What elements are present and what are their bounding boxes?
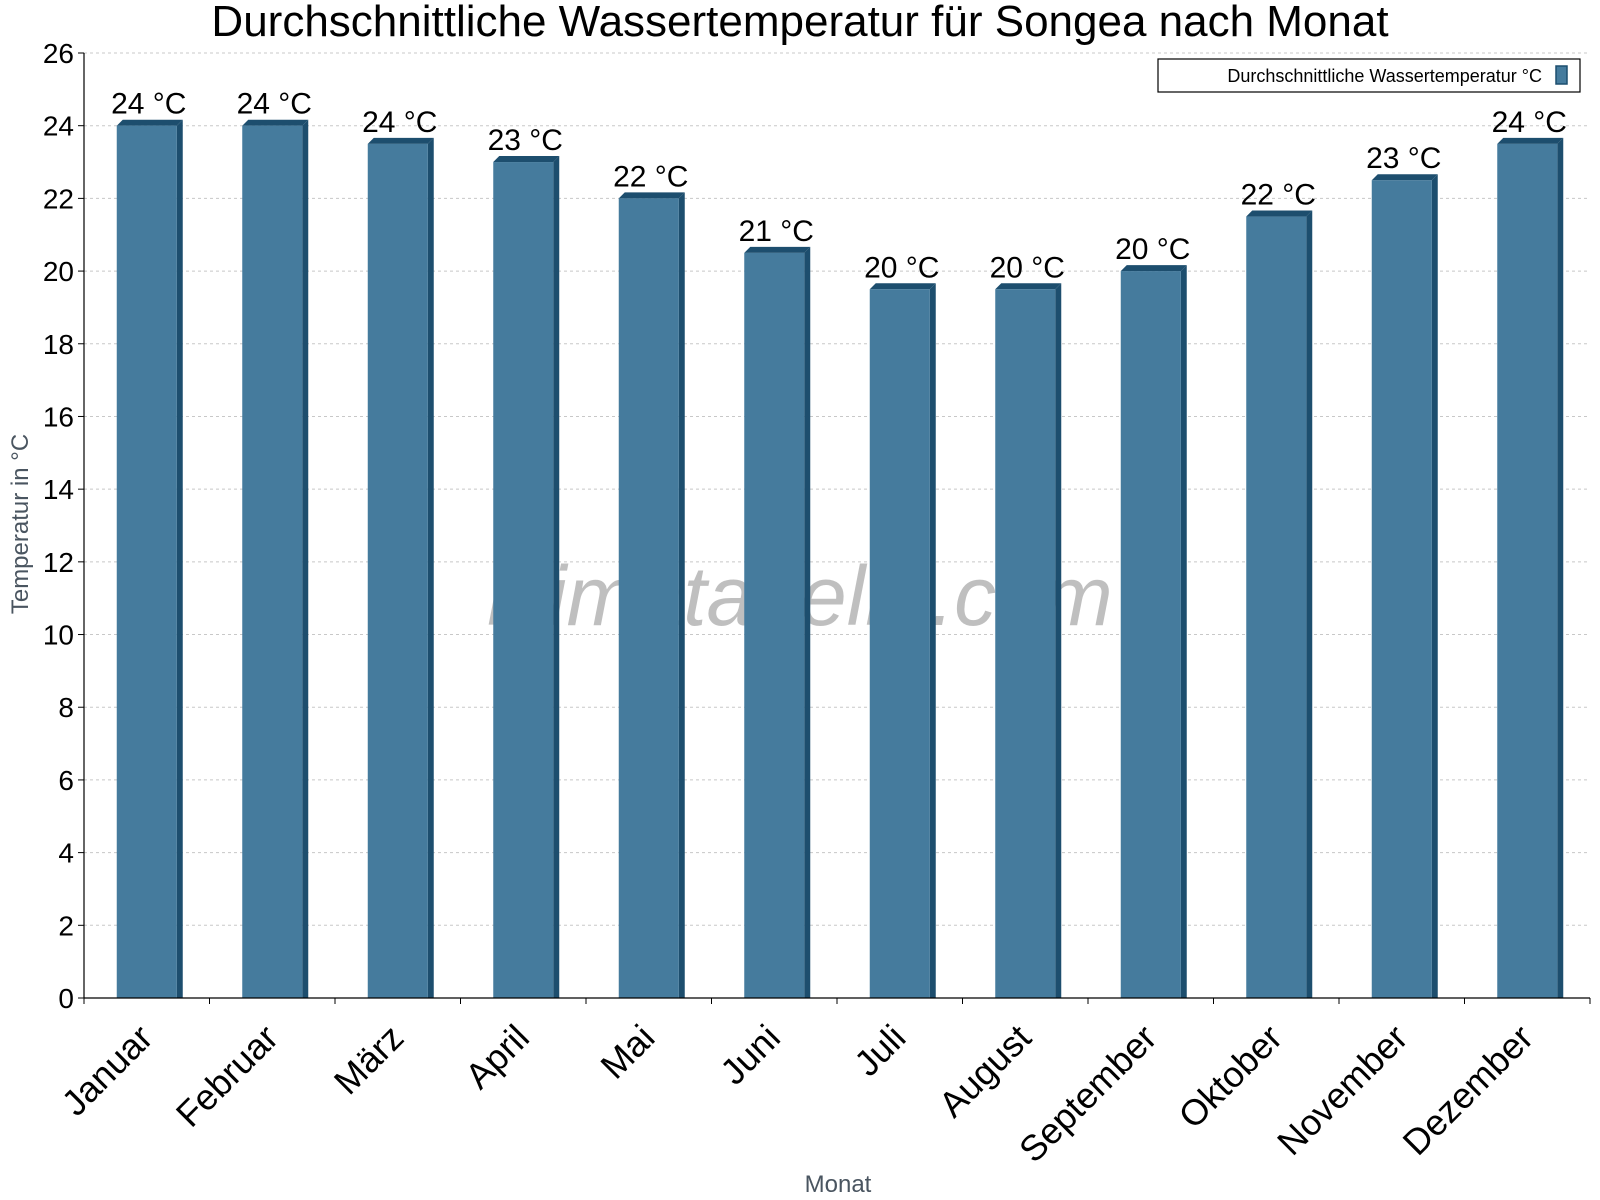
bar-front bbox=[995, 289, 1056, 998]
x-tick-label: Januar bbox=[54, 1017, 161, 1124]
y-tick-label: 16 bbox=[43, 401, 74, 432]
data-label: 23 °C bbox=[1366, 142, 1441, 175]
bar-top bbox=[242, 119, 309, 126]
bar-side bbox=[1306, 210, 1313, 999]
data-labels: 24 °C 24 °C 24 °C 23 °C 22 °C 21 °C 20 °C 20 °C… bbox=[111, 88, 1567, 285]
y-tick-label: 12 bbox=[43, 547, 74, 578]
bar-top bbox=[116, 119, 183, 126]
bar-november bbox=[1371, 174, 1438, 998]
bar-side bbox=[302, 119, 309, 998]
legend-label: Durchschnittliche Wassertemperatur °C bbox=[1227, 66, 1542, 86]
bar-top bbox=[1371, 174, 1438, 181]
bars bbox=[116, 119, 1564, 999]
x-tick-label: Juni bbox=[712, 1017, 788, 1093]
bar-top bbox=[869, 283, 936, 290]
bar-top bbox=[995, 283, 1062, 290]
bar-august bbox=[995, 283, 1062, 998]
y-tick-label: 26 bbox=[43, 38, 74, 69]
bar-side bbox=[176, 119, 183, 998]
data-label: 24 °C bbox=[362, 106, 437, 139]
legend-box bbox=[1157, 58, 1581, 93]
bar-april bbox=[493, 156, 560, 999]
bar-front bbox=[116, 125, 177, 998]
bar-top bbox=[1120, 265, 1187, 272]
data-label: 24 °C bbox=[1492, 106, 1567, 139]
bar-side bbox=[1180, 265, 1187, 999]
x-tick-label: März bbox=[326, 1017, 412, 1103]
bar-side bbox=[929, 283, 936, 998]
y-tick-label: 8 bbox=[58, 692, 74, 723]
y-axis-title: Temperatur in °C bbox=[7, 434, 34, 614]
data-label: 20 °C bbox=[864, 251, 939, 284]
bar-side bbox=[1557, 137, 1564, 999]
bar-side bbox=[427, 137, 434, 999]
bar-front bbox=[1497, 143, 1558, 999]
bar-dezember bbox=[1497, 137, 1564, 999]
bar-februar bbox=[242, 119, 309, 998]
bar-juli bbox=[869, 283, 936, 998]
bar-juni bbox=[744, 246, 811, 999]
bar-side bbox=[1431, 174, 1438, 998]
x-tick-label: Februar bbox=[168, 1017, 286, 1135]
bar-top bbox=[1246, 210, 1313, 217]
x-tick-label: November bbox=[1269, 1017, 1415, 1163]
bar-front bbox=[367, 143, 428, 999]
gridlines bbox=[84, 52, 1590, 926]
bar-mai bbox=[618, 192, 685, 998]
data-label: 22 °C bbox=[1241, 179, 1316, 212]
data-label: 20 °C bbox=[1115, 233, 1190, 266]
y-tick-label: 6 bbox=[58, 765, 74, 796]
bar-side bbox=[553, 156, 560, 999]
bar-side bbox=[804, 246, 811, 999]
bar-front bbox=[493, 162, 554, 999]
bar-front bbox=[1120, 271, 1181, 999]
bar-top bbox=[493, 156, 560, 163]
bar-top bbox=[618, 192, 685, 199]
y-tick-label: 18 bbox=[43, 329, 74, 360]
bar-top bbox=[744, 246, 811, 253]
x-tick-label: April bbox=[457, 1017, 537, 1097]
bar-front bbox=[242, 125, 303, 998]
bar-januar bbox=[116, 119, 183, 998]
bar-front bbox=[1246, 216, 1307, 999]
y-tick-label: 14 bbox=[43, 474, 74, 505]
data-label: 20 °C bbox=[990, 251, 1065, 284]
x-tick-label: Mai bbox=[592, 1017, 662, 1087]
bar-september bbox=[1120, 265, 1187, 999]
y-tick-label: 22 bbox=[43, 183, 74, 214]
y-tick-label: 24 bbox=[43, 111, 74, 142]
bar-top bbox=[1497, 137, 1564, 144]
data-label: 24 °C bbox=[111, 88, 186, 121]
data-label: 22 °C bbox=[613, 160, 688, 193]
bar-oktober bbox=[1246, 210, 1313, 999]
bar-front bbox=[869, 289, 930, 998]
bar-märz bbox=[367, 137, 434, 999]
y-tick-label: 0 bbox=[58, 983, 74, 1014]
legend-swatch bbox=[1555, 65, 1568, 85]
bar-front bbox=[744, 252, 805, 999]
bar-side bbox=[678, 192, 685, 998]
x-tick-label: September bbox=[1011, 1017, 1165, 1171]
y-tick-label: 20 bbox=[43, 256, 74, 287]
bar-top bbox=[367, 137, 434, 144]
chart-title: Durchschnittliche Wassertemperatur für S… bbox=[211, 0, 1388, 46]
x-tick-label: Dezember bbox=[1394, 1017, 1540, 1163]
data-label: 21 °C bbox=[739, 215, 814, 248]
x-tick-label: Juli bbox=[846, 1017, 913, 1084]
data-label: 24 °C bbox=[237, 88, 312, 121]
legend: Durchschnittliche Wassertemperatur °C bbox=[1157, 58, 1581, 93]
x-axis-title: Monat bbox=[805, 1171, 872, 1198]
x-tick-label: Oktober bbox=[1170, 1017, 1290, 1137]
y-tick-label: 10 bbox=[43, 620, 74, 651]
x-tick-label: August bbox=[931, 1017, 1039, 1125]
data-label: 23 °C bbox=[488, 124, 563, 157]
bar-side bbox=[1055, 283, 1062, 998]
y-tick-label: 4 bbox=[58, 838, 74, 869]
y-tick-label: 2 bbox=[58, 910, 74, 941]
bar-front bbox=[1371, 180, 1432, 998]
bar-front bbox=[618, 198, 679, 998]
